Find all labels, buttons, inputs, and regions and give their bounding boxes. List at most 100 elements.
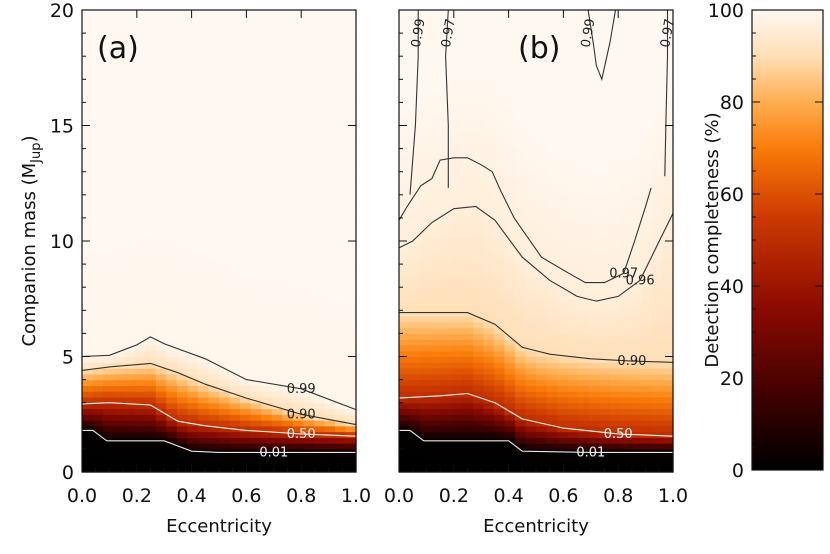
heatmap-cell — [514, 38, 527, 46]
heatmap-cell — [208, 148, 220, 155]
heatmap-cell — [599, 316, 611, 323]
heatmap-cell — [124, 327, 136, 335]
heatmap-cell — [313, 212, 325, 219]
heatmap-cell — [493, 460, 505, 467]
heatmap-cell — [536, 246, 548, 254]
heatmap-cell — [229, 264, 241, 271]
heatmap-cell — [334, 460, 347, 467]
heatmap-cell — [599, 258, 611, 265]
heatmap-cell — [82, 125, 94, 132]
heatmap-cell — [472, 200, 484, 207]
heatmap-cell — [176, 298, 188, 306]
heatmap-cell — [145, 56, 157, 63]
heatmap-cell — [420, 425, 432, 433]
heatmap-cell — [641, 333, 653, 340]
heatmap-cell — [324, 223, 336, 231]
heatmap-cell — [92, 189, 104, 196]
heatmap-cell — [399, 264, 411, 271]
heatmap-cell — [250, 379, 262, 386]
heatmap-cell — [303, 292, 315, 300]
heatmap-cell — [134, 27, 146, 34]
heatmap-cell — [166, 321, 178, 329]
heatmap-cell — [504, 431, 516, 438]
heatmap-cell — [292, 443, 304, 450]
heatmap-cell — [113, 241, 125, 248]
heatmap-cell — [313, 102, 325, 109]
heatmap-cell — [493, 373, 505, 381]
heatmap-cell — [420, 85, 432, 92]
heatmap-cell — [219, 385, 231, 392]
heatmap-cell — [145, 50, 157, 57]
heatmap-cell — [525, 344, 537, 352]
heatmap-cells-a — [82, 10, 357, 473]
heatmap-cell — [155, 33, 167, 40]
heatmap-cell — [409, 385, 421, 392]
heatmap-cell — [219, 252, 231, 259]
heatmap-cell — [324, 356, 336, 363]
heatmap-cell — [334, 142, 347, 150]
heatmap-cell — [630, 327, 642, 335]
heatmap-cell — [219, 391, 231, 398]
heatmap-cell — [546, 194, 558, 202]
heatmap-cell — [345, 90, 357, 98]
heatmap-cell — [345, 189, 357, 196]
heatmap-cell — [208, 275, 220, 283]
heatmap-cell — [662, 85, 674, 92]
heatmap-cell — [578, 241, 590, 248]
heatmap-cell — [103, 102, 115, 109]
heatmap-cell — [166, 67, 178, 75]
heatmap-cell — [399, 102, 411, 109]
heatmap-cell — [324, 269, 336, 277]
heatmap-cell — [620, 466, 632, 473]
heatmap-cell — [399, 50, 411, 57]
heatmap-cell — [525, 189, 537, 196]
heatmap-cell — [567, 327, 579, 335]
heatmap-cell — [334, 396, 347, 404]
heatmap-cell — [134, 85, 146, 92]
heatmap-cell — [472, 350, 484, 358]
contour-label: 0.50 — [287, 427, 316, 442]
heatmap-cell — [250, 79, 262, 86]
heatmap-cell — [303, 154, 315, 161]
heatmap-cell — [219, 460, 231, 467]
heatmap-cell — [208, 298, 220, 306]
heatmap-cell — [441, 96, 453, 104]
heatmap-cell — [399, 402, 411, 410]
heatmap-cell — [145, 391, 157, 398]
heatmap-cell — [493, 200, 505, 207]
heatmap-cell — [536, 304, 548, 311]
heatmap-cell — [420, 206, 432, 213]
heatmap-cell — [145, 373, 157, 381]
heatmap-cell — [451, 229, 463, 236]
heatmap-cell — [504, 316, 516, 323]
heatmap-cell — [557, 310, 569, 317]
heatmap-cell — [313, 310, 325, 317]
heatmap-cell — [472, 264, 484, 271]
heatmap-cell — [504, 425, 516, 433]
heatmap-cell — [588, 229, 600, 236]
heatmap-cell — [409, 339, 421, 346]
heatmap-cell — [250, 298, 262, 306]
heatmap-cell — [208, 304, 220, 311]
heatmap-cell — [197, 460, 210, 467]
heatmap-cell — [662, 206, 674, 213]
heatmap-cell — [166, 10, 178, 17]
heatmap-cell — [271, 396, 283, 404]
heatmap-cell — [92, 85, 104, 92]
heatmap-cell — [240, 391, 252, 398]
heatmap-cell — [525, 269, 537, 277]
heatmap-cell — [578, 321, 590, 329]
heatmap-cell — [399, 339, 411, 346]
heatmap-cell — [103, 246, 115, 254]
heatmap-cell — [345, 292, 357, 300]
heatmap-cell — [399, 396, 411, 404]
heatmap-cell — [504, 379, 516, 386]
heatmap-cell — [588, 137, 600, 144]
heatmap-cell — [493, 44, 505, 52]
heatmap-cell — [557, 443, 569, 450]
heatmap-cell — [334, 125, 347, 132]
heatmap-cell — [514, 56, 527, 63]
heatmap-cell — [334, 10, 347, 17]
heatmap-cell — [409, 56, 421, 63]
